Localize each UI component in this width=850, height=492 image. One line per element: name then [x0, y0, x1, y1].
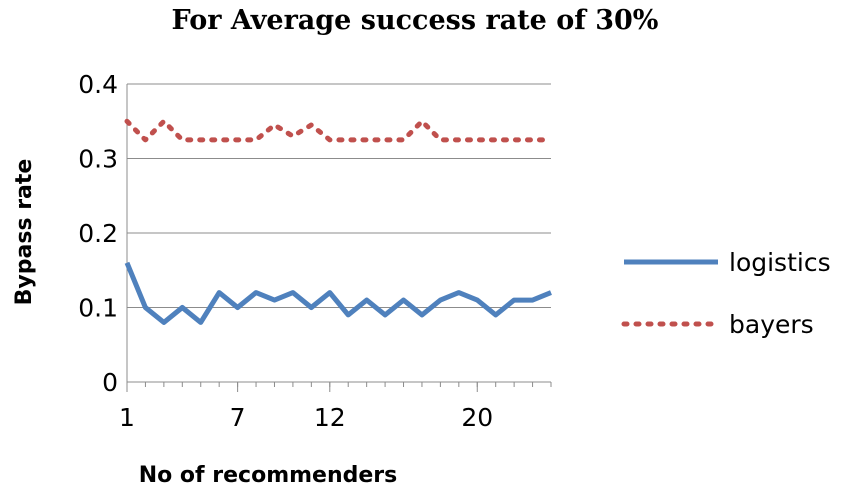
- x-axis-label: No of recommenders: [139, 463, 398, 488]
- series-line-logistics: [124, 261, 552, 325]
- x-tick-label: 20: [461, 403, 493, 432]
- tick-labels: 0 0.1 0.2 0.3 0.4 1 7 12 20: [78, 70, 493, 432]
- legend: logistics bayers: [621, 248, 831, 339]
- y-tick-label: 0: [102, 368, 118, 397]
- y-tick-label: 0.4: [78, 70, 118, 99]
- y-tick-label: 0.3: [78, 145, 118, 174]
- series: [124, 118, 554, 325]
- legend-label-logistics: logistics: [729, 248, 831, 277]
- y-tick-label: 0.1: [78, 294, 118, 323]
- x-tick-label: 7: [230, 403, 246, 432]
- y-tick-label: 0.2: [78, 219, 118, 248]
- series-line-bayers: [124, 118, 554, 143]
- grid: [127, 83, 551, 308]
- chart-title: For Average success rate of 30%: [172, 5, 659, 36]
- x-tick-label: 12: [314, 403, 346, 432]
- legend-label-bayers: bayers: [729, 310, 814, 339]
- y-axis-label: Bypass rate: [12, 159, 37, 306]
- x-tick-label: 1: [119, 403, 135, 432]
- axes: [126, 84, 552, 392]
